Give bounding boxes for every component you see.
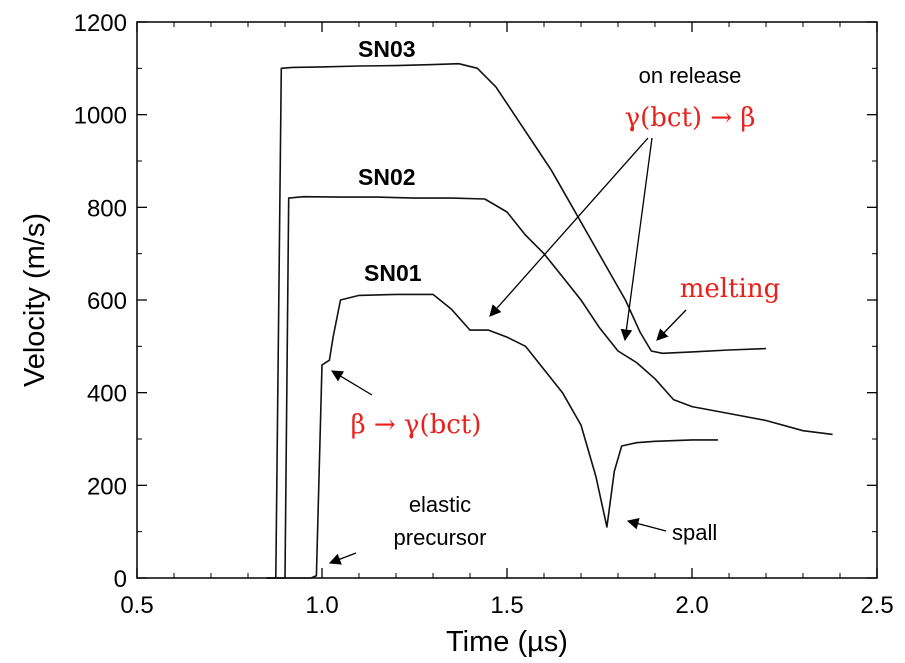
y-tick-label: 1200 [74,10,127,37]
series-label-sn02: SN02 [358,164,416,190]
x-tick-label: 2.0 [675,592,708,619]
annotation-precursor: precursor [394,525,487,550]
annotation-arrows [328,137,687,565]
arrow-melting [656,309,687,341]
arrow-release-sn02 [620,137,653,342]
trace-sn02 [266,195,833,579]
x-tick-label: 1.5 [490,592,523,619]
x-axis-title: Time (µs) [446,626,568,658]
y-tick-label: 400 [87,381,127,408]
tick-labels: 0.5 1.0 1.5 2.0 2.5 0 200 400 600 800 1000 1200 [74,10,894,619]
arrow-beta-gamma [330,370,373,396]
arrow-elastic-precursor [328,552,357,565]
arrow-release-sn01 [489,137,649,317]
annotation-on-release: on release [639,63,742,88]
series-label-sn03: SN03 [358,36,416,62]
trace-sn01 [266,293,718,579]
axis-ticks [136,21,878,579]
annotation-beta-to-gamma: β → γ(bct) [351,410,482,440]
y-axis-title: Velocity (m/s) [19,213,51,387]
y-tick-label: 0 [114,566,127,593]
annotation-spall: spall [672,520,717,545]
y-tick-label: 200 [87,473,127,500]
arrow-spall [626,518,667,532]
x-tick-label: 1.0 [305,592,338,619]
annotation-gamma-to-beta: γ(bct) → β [625,103,756,133]
annotation-elastic: elastic [409,492,471,517]
x-tick-label: 2.5 [860,592,893,619]
y-tick-label: 600 [87,288,127,315]
y-tick-label: 1000 [74,103,127,130]
annotation-melting: melting [680,274,781,304]
y-tick-label: 800 [87,195,127,222]
series-label-sn01: SN01 [364,260,422,286]
x-tick-label: 0.5 [120,592,153,619]
data-traces [266,62,833,579]
trace-sn03 [266,62,767,579]
